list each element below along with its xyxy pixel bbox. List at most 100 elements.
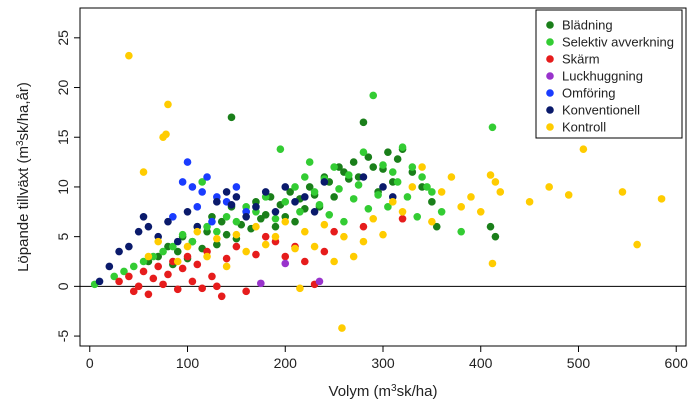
point-3 (281, 259, 290, 268)
point-1 (354, 181, 363, 189)
point-4 (169, 212, 177, 221)
point-6 (657, 195, 666, 203)
point-6 (633, 240, 641, 249)
point-2 (164, 270, 172, 279)
point-1 (310, 188, 319, 196)
point-1 (203, 222, 211, 231)
point-6 (310, 242, 319, 251)
point-5 (125, 242, 133, 251)
x-tick-label: 100 (176, 355, 200, 371)
point-5 (359, 173, 368, 181)
point-6 (525, 198, 534, 206)
point-2 (330, 227, 338, 236)
point-0 (369, 163, 378, 171)
point-1 (388, 168, 397, 176)
point-1 (315, 201, 324, 209)
point-1 (393, 178, 402, 186)
legend-label: Skärm (562, 52, 600, 67)
point-4 (208, 217, 216, 226)
point-0 (384, 148, 392, 156)
legend-label: Blädning (562, 18, 613, 33)
y-axis-title: Löpande tillväxt (m3sk/ha,år) (15, 82, 32, 272)
point-2 (198, 284, 206, 293)
point-5 (213, 198, 221, 206)
point-1 (276, 145, 285, 153)
point-2 (188, 277, 197, 286)
point-1 (325, 210, 334, 219)
point-6 (388, 198, 397, 206)
point-6 (271, 232, 280, 241)
point-1 (330, 163, 338, 171)
point-1 (178, 230, 187, 239)
point-6 (496, 188, 505, 196)
legend-label: Omföring (562, 86, 615, 101)
point-6 (579, 145, 588, 153)
point-1 (413, 212, 422, 221)
point-6 (476, 207, 485, 216)
point-1 (488, 123, 497, 132)
point-6 (428, 217, 436, 226)
point-6 (173, 257, 182, 266)
point-2 (134, 282, 143, 291)
point-0 (305, 183, 314, 191)
point-2 (154, 262, 162, 271)
point-6 (144, 252, 153, 261)
point-6 (193, 227, 202, 236)
point-2 (242, 287, 250, 296)
point-1 (291, 183, 299, 191)
point-5 (271, 207, 280, 216)
point-4 (232, 183, 241, 191)
point-1 (457, 227, 465, 236)
point-1 (213, 227, 221, 236)
legend-swatch (546, 72, 554, 80)
point-1 (374, 191, 382, 199)
point-1 (198, 178, 206, 186)
legend-swatch (546, 55, 554, 63)
point-2 (193, 260, 202, 269)
point-1 (232, 217, 241, 226)
y-tick-label: 15 (55, 129, 71, 145)
point-5 (242, 212, 250, 221)
point-0 (428, 198, 436, 206)
legend-swatch (546, 89, 554, 97)
y-tick-label: 20 (55, 80, 71, 96)
point-1 (340, 217, 348, 226)
point-6 (162, 130, 170, 139)
point-2 (217, 292, 226, 301)
point-0 (364, 153, 373, 161)
point-6 (203, 252, 211, 261)
point-4 (183, 158, 192, 166)
point-2 (281, 252, 290, 261)
point-6 (486, 171, 495, 179)
point-1 (129, 262, 138, 271)
y-tick-label: -5 (55, 330, 71, 343)
point-2 (115, 277, 123, 286)
x-axis-title: Volym (m3sk/ha) (329, 383, 438, 400)
point-6 (408, 183, 417, 191)
point-1 (437, 207, 446, 216)
x-tick-label: 300 (371, 355, 395, 371)
point-4 (193, 203, 202, 211)
point-3 (315, 277, 324, 286)
point-6 (242, 247, 250, 256)
point-6 (296, 284, 304, 293)
legend-swatch (546, 106, 554, 114)
point-1 (271, 214, 280, 223)
point-2 (252, 250, 260, 259)
point-6 (330, 257, 338, 266)
point-6 (261, 240, 270, 249)
point-5 (222, 188, 231, 196)
point-0 (271, 222, 280, 231)
x-tick-label: 200 (274, 355, 298, 371)
point-6 (564, 191, 573, 199)
point-6 (139, 168, 148, 176)
point-6 (338, 324, 346, 332)
point-6 (447, 173, 456, 181)
point-2 (144, 290, 153, 299)
point-0 (432, 222, 441, 231)
point-5 (173, 237, 182, 246)
point-6 (545, 183, 553, 191)
point-6 (491, 178, 500, 186)
point-6 (232, 230, 241, 239)
point-6 (340, 232, 348, 241)
